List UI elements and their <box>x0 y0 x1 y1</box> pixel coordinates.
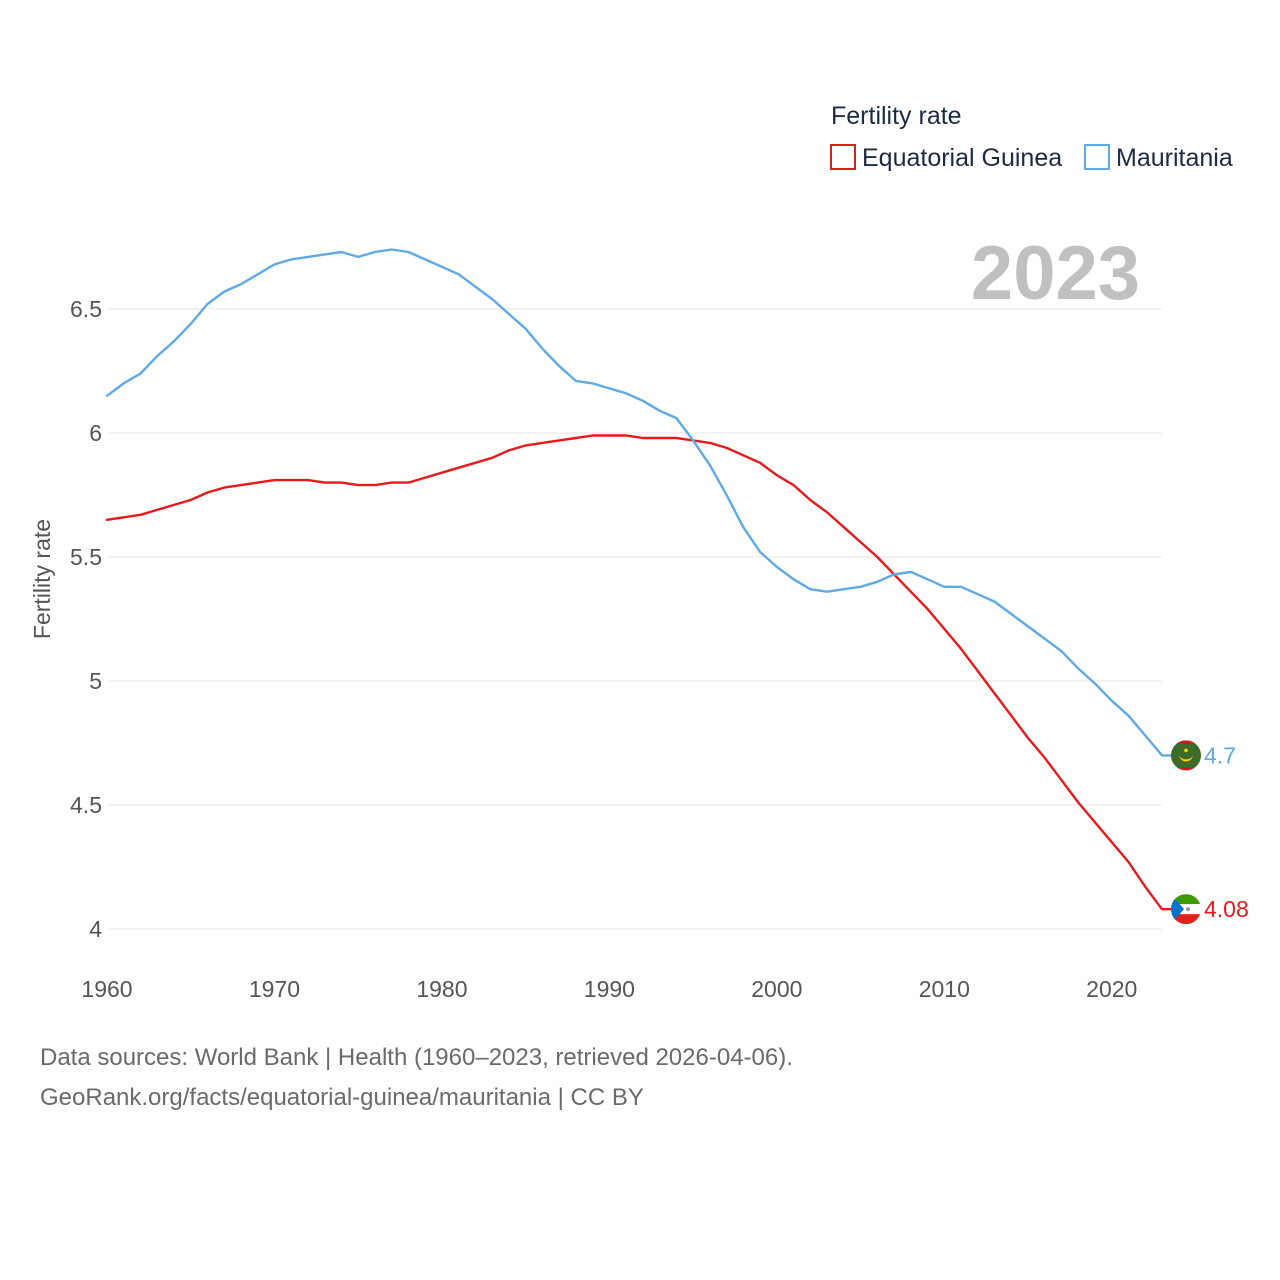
y-axis-title: Fertility rate <box>29 519 55 639</box>
x-tick-label: 2000 <box>751 976 802 1002</box>
legend-label-mauritania[interactable]: Mauritania <box>1116 144 1233 172</box>
grid-lines <box>107 308 1162 930</box>
legend-swatch-equatorial-guinea[interactable] <box>830 144 856 170</box>
x-tick-label: 1980 <box>416 976 467 1002</box>
line-chart: Fertility rate Equatorial Guinea Maurita… <box>29 102 1249 1002</box>
end-value-label: 4.08 <box>1204 896 1249 922</box>
y-tick-label: 6.5 <box>70 296 102 322</box>
x-tick-label: 1990 <box>584 976 635 1002</box>
y-tick-label: 5.5 <box>70 544 102 570</box>
y-axis-ticks: 4 4.5 5 5.5 6 6.5 <box>70 296 102 942</box>
mauritania-flag-icon <box>1171 740 1201 771</box>
legend-title: Fertility rate <box>831 102 962 130</box>
series-line-equatorial-guinea[interactable] <box>105 434 1176 911</box>
x-tick-label: 1970 <box>249 976 300 1002</box>
series-lines <box>105 248 1176 911</box>
x-axis-ticks: 1960 1970 1980 1990 2000 2010 2020 <box>81 976 1137 1002</box>
credit-link[interactable]: GeoRank.org/facts/equatorial-guinea/maur… <box>40 1084 644 1111</box>
y-tick-label: 4.5 <box>70 792 102 818</box>
legend-swatch-mauritania[interactable] <box>1084 144 1110 170</box>
data-source-note: Data sources: World Bank | Health (1960–… <box>40 1044 793 1071</box>
end-value-label: 4.7 <box>1204 742 1236 768</box>
y-tick-label: 5 <box>89 668 102 694</box>
end-markers: 4.08 4.7 <box>1171 740 1249 925</box>
series-line-mauritania[interactable] <box>105 248 1176 757</box>
year-stamp: 2023 <box>971 231 1140 316</box>
x-tick-label: 2010 <box>919 976 970 1002</box>
equatorial-guinea-flag-icon <box>1171 894 1201 925</box>
y-tick-label: 6 <box>89 420 102 446</box>
x-tick-label: 2020 <box>1086 976 1137 1002</box>
legend-label-equatorial-guinea[interactable]: Equatorial Guinea <box>862 144 1062 172</box>
x-tick-label: 1960 <box>81 976 132 1002</box>
y-tick-label: 4 <box>89 916 102 942</box>
